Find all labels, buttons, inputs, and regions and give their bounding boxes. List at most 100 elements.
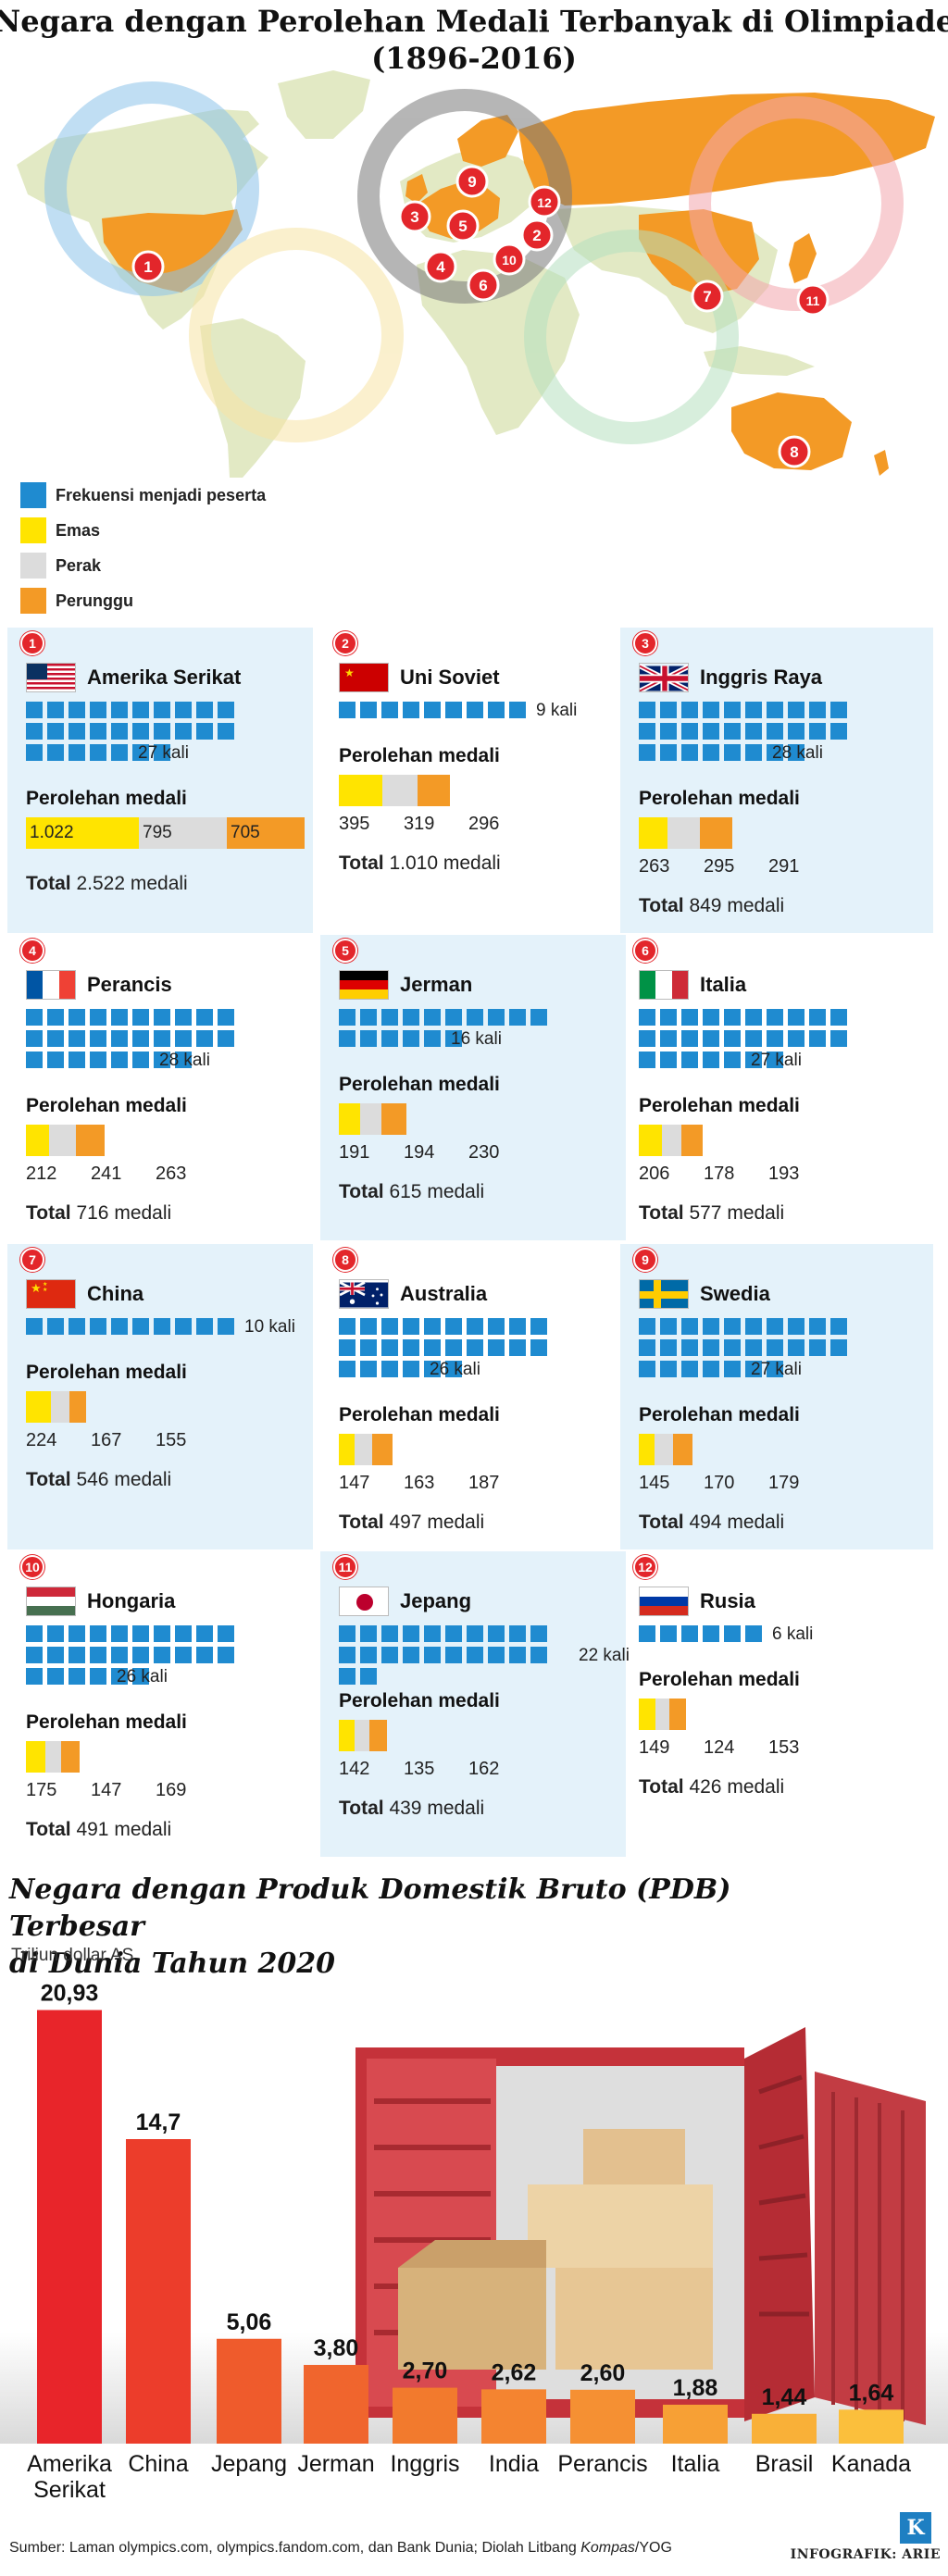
legend-item-participation: Frekuensi menjadi peserta [20, 478, 266, 513]
country-card: 6 Italia 27 kali Perolehan medali 206 178 193 T… [620, 935, 933, 1240]
total-label: Total [639, 1202, 684, 1224]
participation-square [47, 702, 64, 718]
participation-square [745, 1009, 762, 1026]
participation-square [111, 1625, 128, 1642]
map-marker-circle [398, 200, 431, 233]
participation-square [745, 723, 762, 740]
silver-segment [360, 1103, 381, 1135]
participation-square [639, 1339, 655, 1356]
gdp-category-label: Jerman [297, 2451, 374, 2477]
bronze-segment [381, 1103, 406, 1135]
map-marker-label: 5 [458, 218, 467, 235]
bronze-value: 153 [768, 1737, 800, 1758]
participation-square [196, 1318, 213, 1335]
gdp-bar [663, 2404, 728, 2444]
bronze-value: 179 [768, 1473, 800, 1493]
participation-square [90, 1647, 106, 1663]
participation-square [132, 744, 149, 761]
gdp-title: Negara dengan Produk Domestik Bruto (PDB… [9, 1872, 842, 1983]
new-zealand-land [874, 450, 889, 476]
map-marker: 3 [398, 200, 431, 233]
participation-square [703, 1052, 719, 1068]
map-marker-label: 10 [502, 253, 517, 268]
country-name: Jerman [400, 973, 473, 996]
participation-square [47, 1625, 64, 1642]
map-marker-circle [691, 280, 724, 313]
silver-value: 295 [704, 856, 735, 877]
participation-square [26, 1030, 43, 1047]
rank-badge: 7 [20, 1248, 44, 1272]
gdp-category-label: China [128, 2451, 188, 2477]
gold-value: 145 [639, 1473, 670, 1493]
country-card: 1 Amerika Serikat 27 kali Perolehan medali 1… [7, 628, 313, 933]
total-value: 849 medali [689, 895, 785, 916]
total-value: 491 medali [76, 1819, 172, 1840]
participation-square [639, 1030, 655, 1047]
participation-square [639, 744, 655, 761]
silver-value: 178 [704, 1164, 735, 1184]
participation-square [788, 1030, 805, 1047]
participation-square [424, 1625, 441, 1642]
gdp-value-label: 1,64 [849, 2380, 894, 2406]
country-card: 8 Australia 26 kali Perolehan medali 147 163 1… [320, 1244, 626, 1549]
participation-square [724, 1052, 741, 1068]
silver-segment [45, 1741, 61, 1773]
participation-square [339, 1339, 356, 1356]
participation-square [488, 1009, 505, 1026]
participation-square [830, 723, 847, 740]
gdp-category-label: Kanada [831, 2451, 911, 2477]
gold-segment [339, 1720, 355, 1751]
gdp-category-label: Inggris [390, 2451, 459, 2477]
medal-bar [639, 817, 732, 849]
participation-square [660, 702, 677, 718]
russia-flag-icon [639, 1587, 689, 1616]
scandinavia-land [457, 115, 518, 167]
total-label: Total [639, 895, 684, 916]
bronze-value: 162 [468, 1759, 500, 1779]
participation-square [47, 1052, 64, 1068]
participation-squares [339, 1009, 561, 1047]
participation-square [745, 1361, 762, 1377]
hungary-flag-icon [26, 1587, 76, 1616]
kompas-logo-icon: K [900, 2512, 931, 2544]
participation-square [403, 1625, 419, 1642]
gdp-category-label: Brasil [755, 2451, 814, 2477]
country-card: 12 Rusia 6 kali Perolehan medali 149 124 153 To… [620, 1551, 933, 1857]
gold-segment [339, 775, 382, 806]
participation-square [639, 1009, 655, 1026]
participation-square [530, 1009, 547, 1026]
participation-square [809, 702, 826, 718]
map-marker: 4 [424, 250, 457, 283]
gdp-bar [37, 2010, 102, 2444]
participation-square [660, 1052, 677, 1068]
gdp-title-line1: Negara dengan Produk Domestik Bruto (PDB… [9, 1873, 731, 1943]
participation-square [681, 1339, 698, 1356]
participation-square [360, 1625, 377, 1642]
gold-segment [639, 817, 667, 849]
participation-squares [26, 1318, 248, 1335]
total-medals: Total 546 medali [26, 1469, 171, 1491]
participation-square [403, 1361, 419, 1377]
map-marker-circle [131, 250, 165, 283]
participation-count: 9 kali [536, 701, 578, 720]
medal-title: Perolehan medali [639, 788, 800, 809]
source-prefix: Sumber: Laman olympics.com, olympics.fan… [9, 2540, 581, 2556]
medal-title: Perolehan medali [339, 1690, 500, 1711]
total-value: 497 medali [389, 1512, 485, 1533]
map-marker-label: 3 [410, 208, 418, 226]
medal-bar [339, 1103, 406, 1135]
participation-square [639, 702, 655, 718]
participation-square [681, 1361, 698, 1377]
participation-square [360, 1030, 377, 1047]
total-label: Total [339, 1181, 384, 1202]
medal-title: Perolehan medali [339, 1404, 500, 1425]
gdp-bar [217, 2338, 281, 2444]
gdp-title-line2: di Dunia Tahun 2020 [9, 1948, 336, 1980]
participation-square [196, 1030, 213, 1047]
silver-segment [667, 817, 700, 849]
silver-segment [49, 1125, 76, 1156]
participation-square [69, 1647, 85, 1663]
gold-segment [339, 1103, 360, 1135]
silver-segment [662, 1125, 681, 1156]
participation-square [445, 1647, 462, 1663]
